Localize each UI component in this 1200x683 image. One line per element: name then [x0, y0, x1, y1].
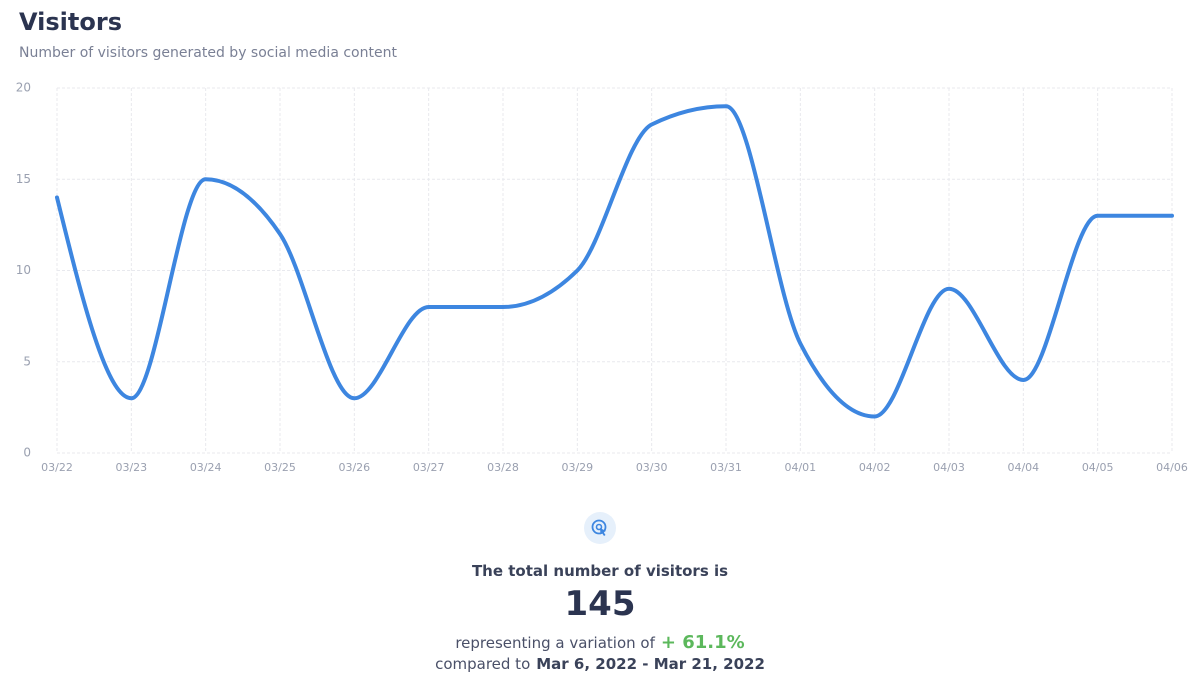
- variation-value: + 61.1%: [660, 632, 745, 653]
- x-tick-label: 03/24: [190, 461, 222, 474]
- chart-title: Visitors: [19, 8, 122, 36]
- x-tick-label: 04/05: [1082, 461, 1114, 474]
- compared-text: compared to: [435, 655, 531, 673]
- variation-text: representing a variation of: [455, 634, 655, 652]
- x-tick-label: 03/22: [41, 461, 73, 474]
- x-tick-label: 03/28: [487, 461, 519, 474]
- x-tick-label: 03/23: [115, 461, 147, 474]
- x-tick-label: 03/25: [264, 461, 296, 474]
- summary-lead: The total number of visitors is: [471, 562, 729, 580]
- y-tick-label: 10: [16, 263, 31, 277]
- summary-total: 145: [564, 584, 636, 624]
- x-tick-label: 04/01: [784, 461, 816, 474]
- x-tick-label: 04/04: [1007, 461, 1039, 474]
- y-tick-label: 0: [23, 446, 31, 460]
- x-tick-label: 03/27: [413, 461, 445, 474]
- x-tick-label: 04/03: [933, 461, 965, 474]
- x-tick-label: 03/31: [710, 461, 742, 474]
- y-tick-label: 5: [23, 354, 31, 368]
- variation-line: representing a variation of + 61.1%: [0, 632, 1200, 653]
- y-tick-label: 20: [16, 81, 31, 95]
- series-line: [55, 104, 1174, 419]
- summary: The total number of visitors is 145 repr…: [0, 512, 1200, 673]
- chart: 0 5 10 15 20 03/22 03/23 03/24 03/25 03/26 03/27 03…: [16, 81, 1188, 475]
- icon: [584, 512, 616, 544]
- x-tick-label: 03/26: [338, 461, 370, 474]
- x-tick-label: 03/30: [636, 461, 668, 474]
- x-tick-label: 03/29: [561, 461, 593, 474]
- x-tick-label: 04/06: [1156, 461, 1188, 474]
- x-tick-label: 04/02: [859, 461, 891, 474]
- period: Mar 6, 2022 - Mar 21, 2022: [536, 655, 765, 673]
- compared-line: compared to Mar 6, 2022 - Mar 21, 2022: [0, 655, 1200, 673]
- chart-subtitle: Number of visitors generated by social m…: [19, 45, 397, 61]
- y-tick-label: 15: [16, 172, 31, 186]
